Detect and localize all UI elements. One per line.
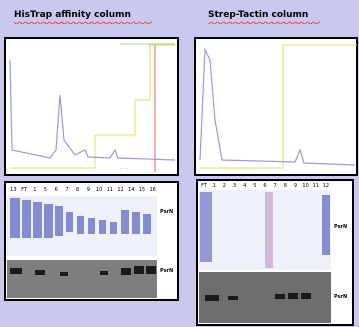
lane-label: 9 xyxy=(294,183,297,189)
lane-label: 1 xyxy=(213,183,216,189)
lane-label: 10 xyxy=(96,187,102,193)
band-label: PsrN xyxy=(160,268,173,274)
fraction-marks: · · · xyxy=(120,166,128,172)
lane-label: 2 xyxy=(223,183,226,189)
lane-label: 8 xyxy=(76,187,79,193)
lane-label: 16 xyxy=(149,187,155,193)
lane-label: 4 xyxy=(243,183,246,189)
lane-label: 5 xyxy=(253,183,256,189)
chromatogram-left: · · · xyxy=(4,37,179,176)
lane-label: 3 xyxy=(233,183,236,189)
lane-label: 13 xyxy=(10,187,16,193)
band-label: PsrN xyxy=(334,294,347,300)
lane-label: 5 xyxy=(44,187,47,193)
band-label: PsrN xyxy=(334,224,347,230)
lane-label: 12 xyxy=(117,187,123,193)
lane-label: 11 xyxy=(107,187,113,193)
lane-label: 7 xyxy=(274,183,277,189)
lane-label: 14 xyxy=(128,187,134,193)
gel-right: FT 1 2 3 4 5 6 7 8 9 10 11 12 PsrN PsrN xyxy=(196,179,354,326)
lane-label: FT xyxy=(21,187,28,193)
spell-underline xyxy=(14,21,152,24)
lane-label: FT xyxy=(201,183,208,189)
lane-label: 8 xyxy=(284,183,287,189)
lane-label: 15 xyxy=(139,187,145,193)
band-label: PsrN xyxy=(160,209,173,215)
panel-title: Strep-Tactin column xyxy=(208,10,308,20)
lane-label: 9 xyxy=(87,187,90,193)
lane-label: 11 xyxy=(313,183,319,189)
panel-title: HisTrap affinity column xyxy=(14,10,131,20)
lane-label: 6 xyxy=(263,183,266,189)
lane-label: 1 xyxy=(33,187,36,193)
gel-left: 13 FT 1 5 6 7 8 9 10 11 12 14 15 16 PsrN PsrN xyxy=(4,181,179,301)
lane-label: 6 xyxy=(55,187,58,193)
lane-label: 10 xyxy=(302,183,308,189)
spell-underline xyxy=(208,21,320,24)
lane-label: 7 xyxy=(65,187,68,193)
chromatogram-right xyxy=(194,37,358,176)
lane-label: 12 xyxy=(323,183,329,189)
